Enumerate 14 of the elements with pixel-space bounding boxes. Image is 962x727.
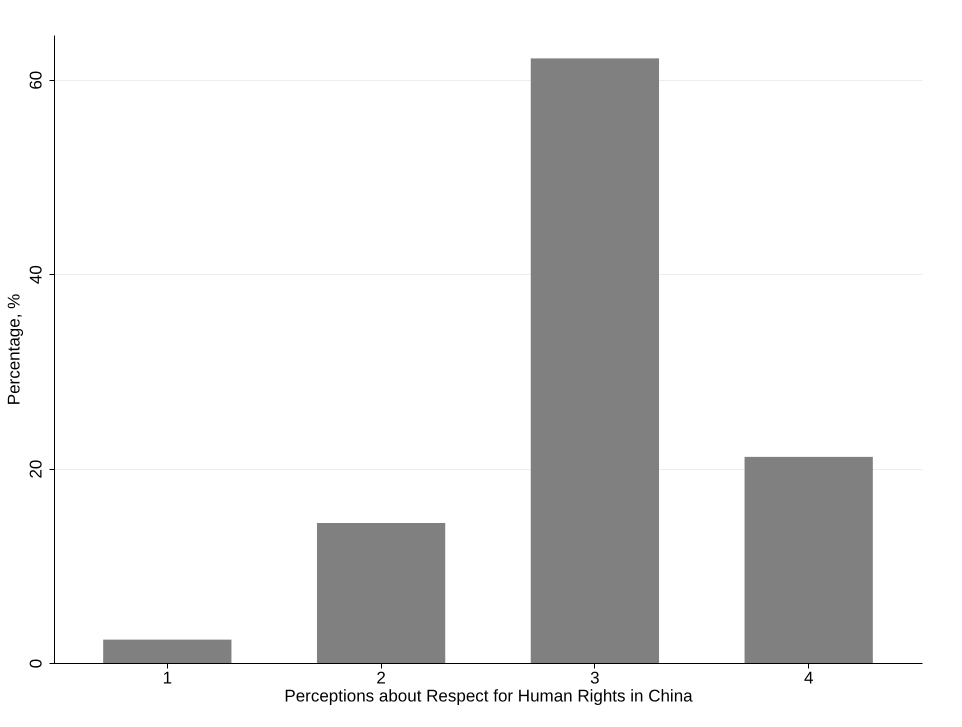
bar	[103, 640, 232, 663]
x-tick-label: 4	[804, 668, 814, 688]
bar	[744, 456, 873, 663]
bar	[530, 58, 660, 663]
y-tick-label: 20	[26, 460, 46, 479]
y-tick-label: 60	[26, 70, 46, 90]
y-tick-label: 40	[26, 265, 46, 284]
y-tick-label: 0	[26, 658, 46, 668]
y-axis-title: Percentage, %	[4, 294, 24, 406]
x-tick-label: 1	[162, 668, 172, 688]
x-axis-title: Perceptions about Respect for Human Rights in China	[284, 686, 694, 706]
x-tick-label: 2	[376, 668, 386, 688]
bar	[316, 523, 446, 663]
x-tick-label: 3	[590, 668, 600, 688]
